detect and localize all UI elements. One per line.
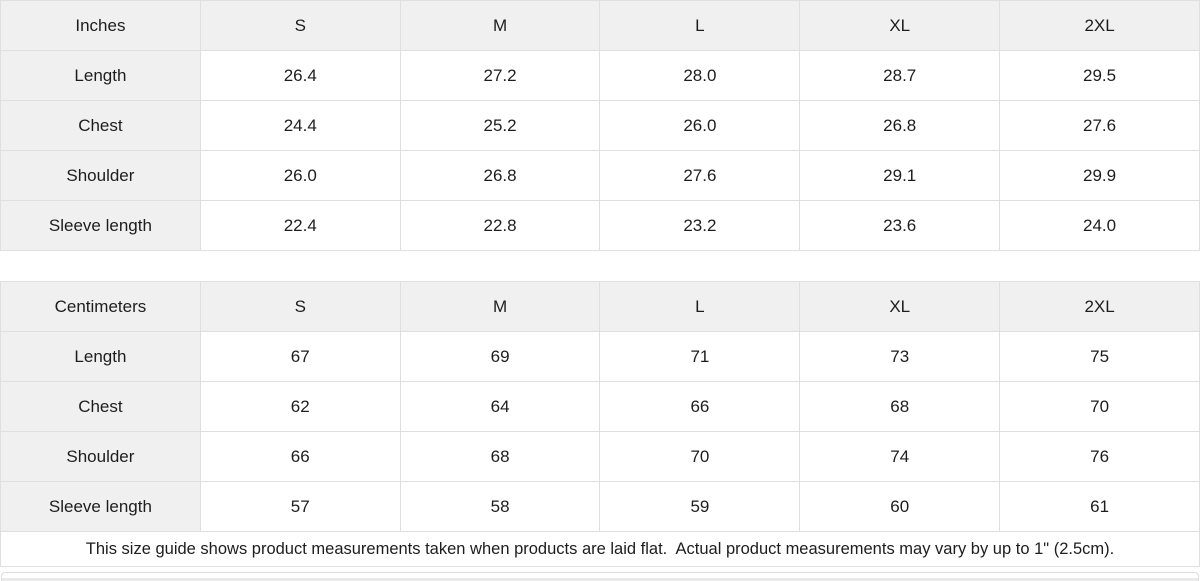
value-cell: 76 xyxy=(999,431,1200,482)
size-header-cell-xl: XL xyxy=(799,0,1001,51)
value-cell: 59 xyxy=(599,481,801,532)
table-row-sleeve-length: Sleeve length 22.4 22.8 23.2 23.6 24.0 xyxy=(0,200,1200,251)
value-cell: 73 xyxy=(799,331,1001,382)
value-cell: 28.0 xyxy=(599,50,801,101)
table-row-length: Length 67 69 71 73 75 xyxy=(0,331,1200,382)
size-header-cell-m: M xyxy=(399,281,601,332)
size-header-cell-l: L xyxy=(599,0,801,51)
unit-header-cell: Inches xyxy=(0,0,201,51)
size-header-cell-s: S xyxy=(199,281,401,332)
size-guide-disclaimer: This size guide shows product measuremen… xyxy=(0,531,1200,567)
measurement-label-cell: Chest xyxy=(0,381,201,432)
value-cell: 67 xyxy=(199,331,401,382)
value-cell: 66 xyxy=(599,381,801,432)
value-cell: 62 xyxy=(199,381,401,432)
value-cell: 68 xyxy=(399,431,601,482)
table-row-shoulder: Shoulder 26.0 26.8 27.6 29.1 29.9 xyxy=(0,150,1200,201)
size-header-cell-l: L xyxy=(599,281,801,332)
value-cell: 26.4 xyxy=(199,50,401,101)
measurement-label-cell: Length xyxy=(0,50,201,101)
size-header-cell-s: S xyxy=(199,0,401,51)
measurement-label-cell: Length xyxy=(0,331,201,382)
value-cell: 27.6 xyxy=(999,100,1200,151)
size-header-cell-2xl: 2XL xyxy=(999,0,1200,51)
size-header-cell-2xl: 2XL xyxy=(999,281,1200,332)
value-cell: 57 xyxy=(199,481,401,532)
measurement-label-cell: Sleeve length xyxy=(0,481,201,532)
measurement-label-cell: Sleeve length xyxy=(0,200,201,251)
size-header-cell-xl: XL xyxy=(799,281,1001,332)
table-row-length: Length 26.4 27.2 28.0 28.7 29.5 xyxy=(0,50,1200,101)
value-cell: 24.4 xyxy=(199,100,401,151)
value-cell: 66 xyxy=(199,431,401,482)
table-row-chest: Chest 62 64 66 68 70 xyxy=(0,381,1200,432)
measurement-label-cell: Shoulder xyxy=(0,431,201,482)
value-cell: 70 xyxy=(999,381,1200,432)
value-cell: 29.5 xyxy=(999,50,1200,101)
measurement-label-cell: Shoulder xyxy=(0,150,201,201)
inches-size-table: Inches S M L XL 2XL Length 26.4 27.2 28.… xyxy=(0,0,1200,251)
unit-header-cell: Centimeters xyxy=(0,281,201,332)
value-cell: 75 xyxy=(999,331,1200,382)
value-cell: 29.1 xyxy=(799,150,1001,201)
value-cell: 26.0 xyxy=(199,150,401,201)
measurement-label-cell: Chest xyxy=(0,100,201,151)
value-cell: 58 xyxy=(399,481,601,532)
value-cell: 26.8 xyxy=(399,150,601,201)
value-cell: 69 xyxy=(399,331,601,382)
value-cell: 23.6 xyxy=(799,200,1001,251)
value-cell: 74 xyxy=(799,431,1001,482)
table-row-chest: Chest 24.4 25.2 26.0 26.8 27.6 xyxy=(0,100,1200,151)
value-cell: 22.8 xyxy=(399,200,601,251)
value-cell: 61 xyxy=(999,481,1200,532)
value-cell: 70 xyxy=(599,431,801,482)
centimeters-header-row: Centimeters S M L XL 2XL xyxy=(0,281,1200,332)
value-cell: 29.9 xyxy=(999,150,1200,201)
inches-header-row: Inches S M L XL 2XL xyxy=(0,0,1200,51)
table-row-sleeve-length: Sleeve length 57 58 59 60 61 xyxy=(0,481,1200,532)
value-cell: 68 xyxy=(799,381,1001,432)
value-cell: 22.4 xyxy=(199,200,401,251)
table-row-shoulder: Shoulder 66 68 70 74 76 xyxy=(0,431,1200,482)
value-cell: 27.2 xyxy=(399,50,601,101)
value-cell: 25.2 xyxy=(399,100,601,151)
value-cell: 60 xyxy=(799,481,1001,532)
value-cell: 24.0 xyxy=(999,200,1200,251)
value-cell: 26.8 xyxy=(799,100,1001,151)
value-cell: 71 xyxy=(599,331,801,382)
size-header-cell-m: M xyxy=(399,0,601,51)
value-cell: 23.2 xyxy=(599,200,801,251)
value-cell: 27.6 xyxy=(599,150,801,201)
value-cell: 64 xyxy=(399,381,601,432)
value-cell: 26.0 xyxy=(599,100,801,151)
tables-spacer xyxy=(0,251,1200,281)
value-cell: 28.7 xyxy=(799,50,1001,101)
centimeters-size-table: Centimeters S M L XL 2XL Length 67 69 71… xyxy=(0,281,1200,532)
